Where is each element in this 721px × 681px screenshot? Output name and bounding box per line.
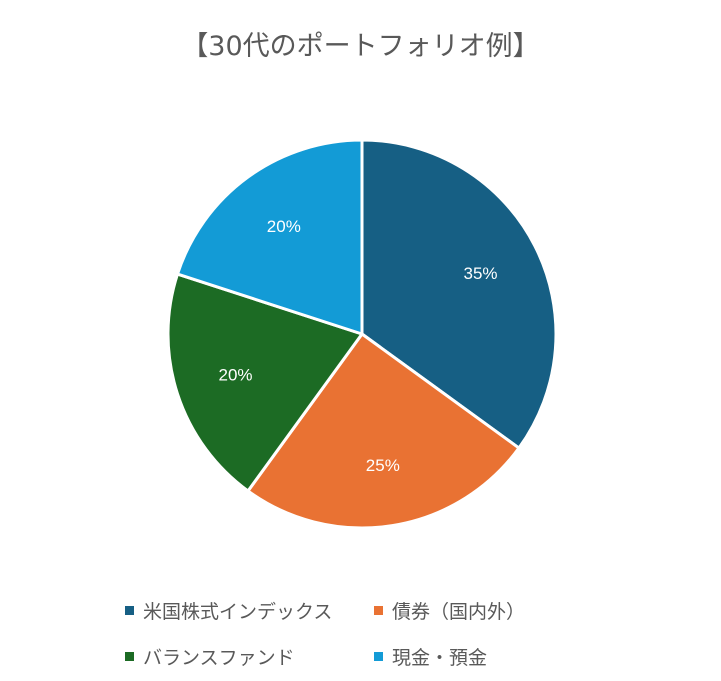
data-label: 20% <box>267 217 301 236</box>
slice-us-stock-index <box>360 138 558 450</box>
data-label: 25% <box>366 456 400 475</box>
legend-label: 米国株式インデックス <box>143 601 333 623</box>
chart-title: 【30代のポートフォリオ例】 <box>181 31 540 62</box>
slice-bonds <box>246 332 521 530</box>
legend-swatch <box>374 652 383 661</box>
legend-swatch <box>374 606 383 615</box>
data-label: 35% <box>463 264 497 283</box>
legend-label: 債券（国内外） <box>392 601 526 623</box>
legend-item-cash-deposits: 現金・預金 <box>374 643 487 670</box>
legend-item-balanced-fund: バランスファンド <box>125 643 295 670</box>
data-label: 20% <box>218 366 252 385</box>
slice-cash-deposits <box>175 138 364 336</box>
legend-swatch <box>125 606 134 615</box>
legend-item-us-stock-index: 米国株式インデックス <box>125 597 332 624</box>
legend-label: 現金・預金 <box>392 647 488 669</box>
slice-balanced-fund <box>166 272 364 493</box>
legend-label: バランスファンド <box>143 647 295 669</box>
legend-swatch <box>125 652 134 661</box>
legend-item-bonds: 債券（国内外） <box>374 597 525 624</box>
